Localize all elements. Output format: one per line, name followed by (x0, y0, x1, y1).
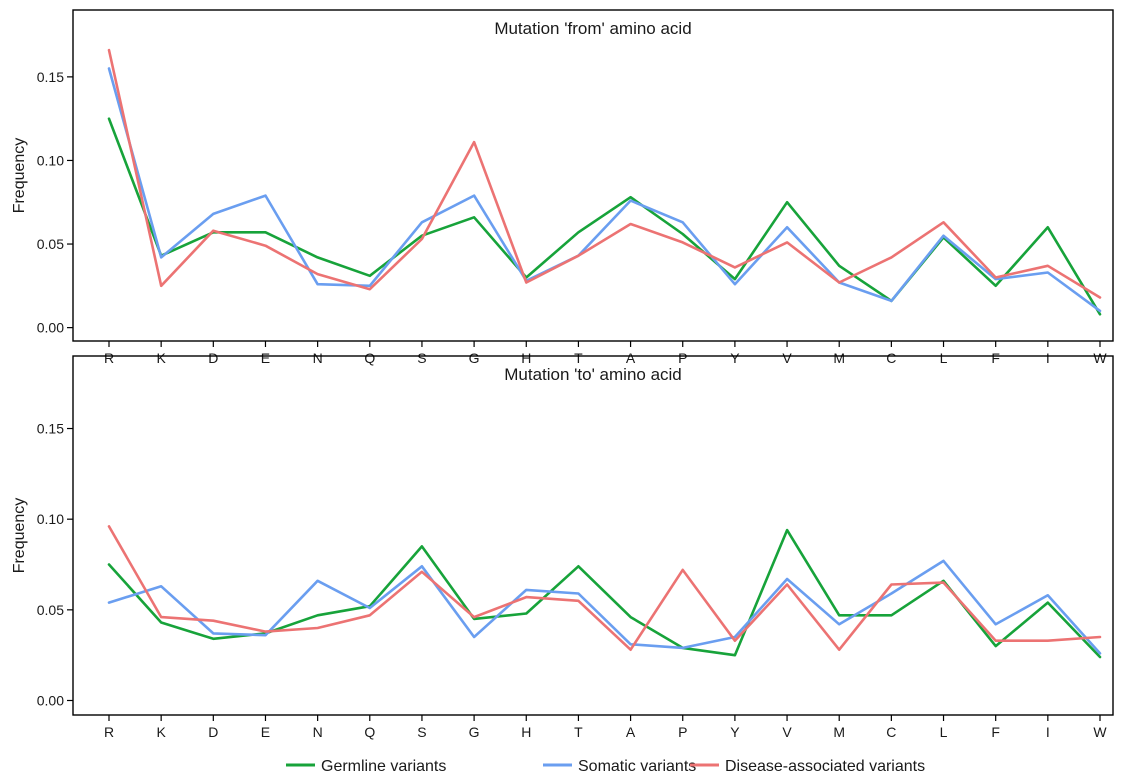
x-tick-label: H (521, 724, 531, 740)
x-tick-label: R (104, 350, 114, 366)
x-tick-label: M (833, 350, 845, 366)
legend: Germline variants Somatic variants Disease… (286, 758, 925, 775)
x-tick-label: F (991, 724, 1000, 740)
x-tick-label: D (208, 724, 218, 740)
plot-frame (72, 9, 1114, 342)
x-tick-label: E (261, 724, 270, 740)
x-tick-label: V (782, 350, 792, 366)
y-tick-label: 0.05 (37, 602, 64, 618)
x-tick-label: F (991, 350, 1000, 366)
y-tick-label: 0.15 (37, 421, 64, 437)
y-axis-label: Frequency (11, 498, 28, 574)
x-tick-label: I (1046, 724, 1050, 740)
x-tick-label: Q (364, 724, 375, 740)
x-tick-label: M (833, 724, 845, 740)
x-tick-label: Y (730, 350, 740, 366)
x-tick-label: C (886, 350, 896, 366)
legend-label: Germline variants (321, 758, 446, 775)
x-tick-label: Y (730, 724, 740, 740)
y-tick-label: 0.05 (37, 236, 64, 252)
y-tick-label: 0.00 (37, 692, 64, 708)
series-line-germline-variants (107, 117, 1102, 316)
x-tick-label: N (313, 350, 323, 366)
x-tick-label: S (417, 724, 426, 740)
x-tick-label: R (104, 724, 114, 740)
x-tick-label: H (521, 350, 531, 366)
panel-to-amino-acid: Mutation 'to' amino acid Frequency 0.00 0.0… (11, 355, 1114, 740)
x-tick-label: G (469, 350, 480, 366)
x-tick-label: D (208, 350, 218, 366)
y-axis-label: Frequency (11, 138, 28, 214)
chart-title: Mutation 'from' amino acid (494, 19, 691, 38)
x-tick-label: S (417, 350, 426, 366)
x-tick-label: K (156, 724, 166, 740)
y-tick-label: 0.00 (37, 320, 64, 336)
x-tick-label: P (678, 724, 687, 740)
x-tick-label: L (940, 724, 948, 740)
x-tick-label: C (886, 724, 896, 740)
series-line-germline-variants (107, 528, 1102, 659)
x-tick-label: W (1093, 724, 1107, 740)
series-line-disease-associated-variants (107, 48, 1102, 299)
x-tick-label: Q (364, 350, 375, 366)
x-tick-label: A (626, 724, 636, 740)
chart-title: Mutation 'to' amino acid (504, 365, 682, 384)
x-tick-label: N (313, 724, 323, 740)
x-tick-label: P (678, 350, 687, 366)
x-tick-label: L (940, 350, 948, 366)
series-line-disease-associated-variants (107, 525, 1102, 652)
x-tick-label: T (574, 724, 583, 740)
y-tick-label: 0.15 (37, 69, 64, 85)
y-tick-label: 0.10 (37, 511, 64, 527)
legend-label: Disease-associated variants (725, 758, 925, 775)
series-line-somatic-variants (107, 67, 1102, 313)
x-tick-label: V (782, 724, 792, 740)
x-tick-label: W (1093, 350, 1107, 366)
panel-from-amino-acid: Mutation 'from' amino acid Frequency 0.00 0… (11, 9, 1114, 366)
legend-label: Somatic variants (578, 758, 696, 775)
plot-frame (72, 355, 1114, 716)
x-tick-label: G (469, 724, 480, 740)
x-tick-label: A (626, 350, 636, 366)
x-tick-label: K (156, 350, 166, 366)
y-tick-label: 0.10 (37, 152, 64, 168)
x-tick-label: E (261, 350, 270, 366)
series-line-somatic-variants (107, 559, 1102, 655)
x-tick-label: I (1046, 350, 1050, 366)
x-tick-label: T (574, 350, 583, 366)
